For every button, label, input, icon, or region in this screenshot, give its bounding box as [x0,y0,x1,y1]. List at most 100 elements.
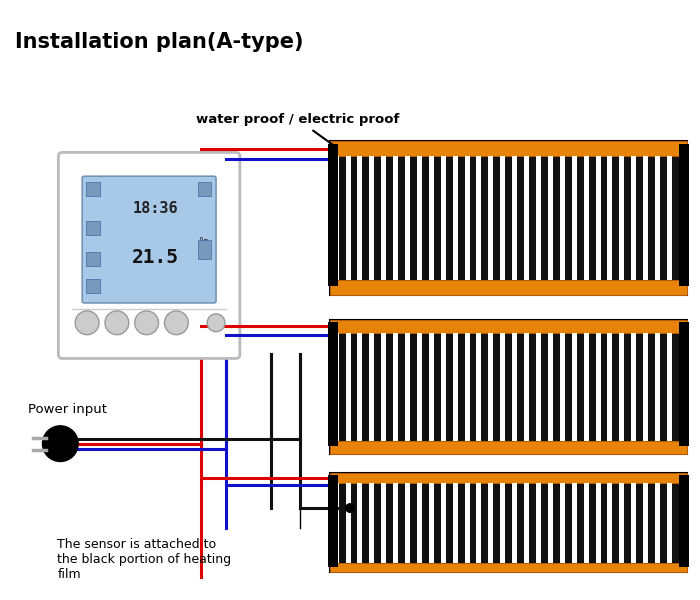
Bar [453,156,458,280]
Bar [536,483,541,563]
Bar [477,156,482,280]
Bar [631,156,636,280]
Bar [572,156,577,280]
Bar [465,483,470,563]
Bar [643,156,648,280]
Bar [477,332,482,441]
Bar [198,182,211,196]
Bar [596,483,601,563]
Bar [405,156,410,280]
Bar [346,332,351,441]
Bar [548,332,553,441]
Bar [512,483,517,563]
Bar [86,221,100,235]
Bar [560,332,565,441]
Text: 18:36: 18:36 [133,202,178,217]
Bar [572,332,577,441]
Text: Power input: Power input [27,403,106,416]
Circle shape [345,503,355,513]
Bar [453,332,458,441]
Bar [524,156,529,280]
Bar [358,156,363,280]
Bar [500,332,505,441]
Bar [346,483,351,563]
Bar [393,483,398,563]
Bar [500,483,505,563]
Bar [86,279,100,293]
Bar [382,483,386,563]
Bar [489,483,493,563]
Bar [382,156,386,280]
Circle shape [207,314,225,332]
Bar [524,483,529,563]
Bar [608,156,612,280]
FancyBboxPatch shape [58,152,240,358]
Bar [608,483,612,563]
Bar [477,483,482,563]
Bar [441,156,446,280]
Text: The sensor is attached to
the black portion of heating
film: The sensor is attached to the black port… [57,538,232,581]
Bar [370,156,374,280]
Bar [417,483,422,563]
Bar [86,252,100,266]
Bar [330,142,687,156]
Bar [417,332,422,441]
Bar [620,156,624,280]
Bar [198,239,211,259]
Bar [596,156,601,280]
Bar [643,332,648,441]
Bar [358,332,363,441]
Text: water proof / electric proof: water proof / electric proof [196,113,400,145]
Bar [382,332,386,441]
Bar [596,332,601,441]
Bar [680,145,689,286]
Bar [441,332,446,441]
Bar [679,483,684,563]
Bar [512,156,517,280]
Bar [560,483,565,563]
Bar [631,483,636,563]
Text: 21.5: 21.5 [132,248,179,268]
Bar [584,483,589,563]
Bar [346,156,351,280]
Bar [405,483,410,563]
Bar [572,483,577,563]
Bar [330,441,687,454]
Bar [86,182,100,196]
Bar [667,332,672,441]
Bar [548,156,553,280]
Bar [548,483,553,563]
Bar [405,332,410,441]
Bar [330,473,687,572]
Circle shape [75,311,99,335]
Bar [620,332,624,441]
Bar [358,483,363,563]
Bar [328,145,338,286]
Bar [524,332,529,441]
Bar [584,156,589,280]
Text: Installation plan(A-type): Installation plan(A-type) [15,32,303,52]
Bar [370,483,374,563]
Bar [608,332,612,441]
Bar [536,332,541,441]
Bar [667,156,672,280]
Bar [643,483,648,563]
Bar [680,475,689,567]
Circle shape [164,311,188,335]
Bar [393,156,398,280]
Bar [453,483,458,563]
Bar [370,332,374,441]
Bar [330,473,687,483]
Bar [328,322,338,446]
Bar [330,563,687,572]
Bar [465,156,470,280]
Bar [441,483,446,563]
Bar [330,142,687,295]
Bar [330,320,687,454]
Bar [679,332,684,441]
Bar [655,483,660,563]
Bar [429,332,434,441]
Bar [500,156,505,280]
Bar [393,332,398,441]
Bar [334,483,339,563]
